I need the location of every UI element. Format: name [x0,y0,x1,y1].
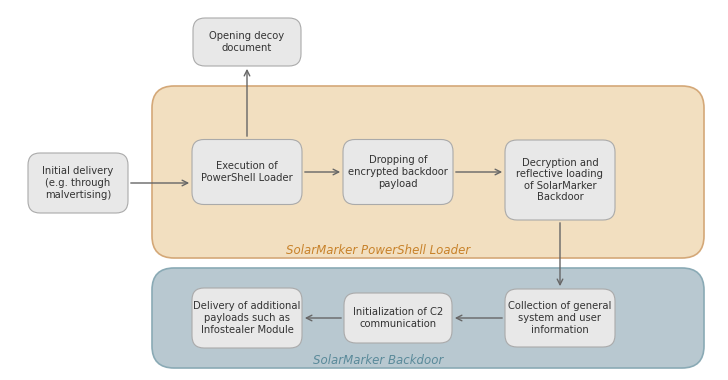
Text: Initialization of C2
communication: Initialization of C2 communication [353,307,443,329]
Text: Dropping of
encrypted backdoor
payload: Dropping of encrypted backdoor payload [348,155,448,188]
Text: Opening decoy
document: Opening decoy document [210,31,285,53]
Text: Execution of
PowerShell Loader: Execution of PowerShell Loader [201,161,293,183]
FancyBboxPatch shape [192,288,302,348]
FancyBboxPatch shape [505,289,615,347]
Text: SolarMarker Backdoor: SolarMarker Backdoor [313,353,443,366]
Text: SolarMarker PowerShell Loader: SolarMarker PowerShell Loader [286,244,470,256]
FancyBboxPatch shape [344,293,452,343]
Text: Decryption and
reflective loading
of SolarMarker
Backdoor: Decryption and reflective loading of Sol… [516,158,604,203]
Text: Initial delivery
(e.g. through
malvertising): Initial delivery (e.g. through malvertis… [42,166,114,200]
FancyBboxPatch shape [343,139,453,204]
FancyBboxPatch shape [192,139,302,204]
Text: Collection of general
system and user
information: Collection of general system and user in… [508,301,612,335]
Text: Delivery of additional
payloads such as
Infostealer Module: Delivery of additional payloads such as … [194,301,301,335]
FancyBboxPatch shape [505,140,615,220]
FancyBboxPatch shape [28,153,128,213]
FancyBboxPatch shape [152,86,704,258]
FancyBboxPatch shape [193,18,301,66]
FancyBboxPatch shape [152,268,704,368]
